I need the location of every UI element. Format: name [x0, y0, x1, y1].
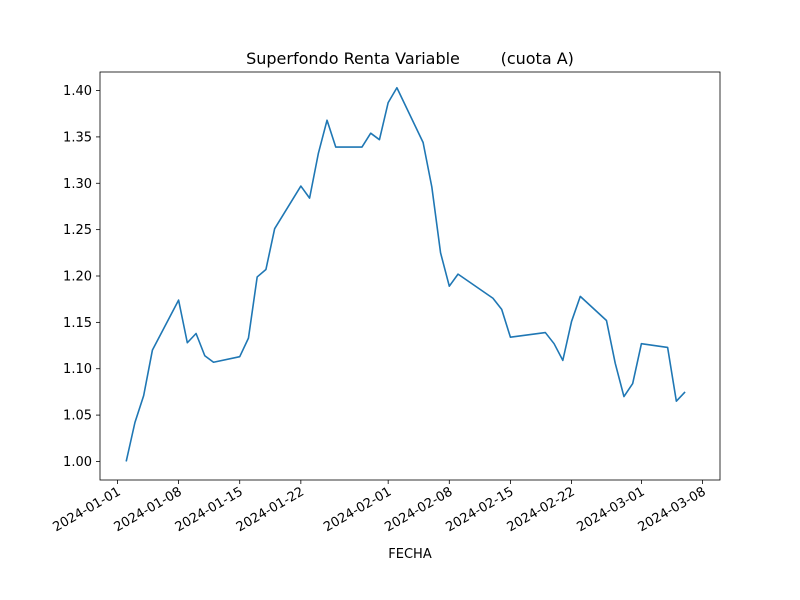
x-tick-label: 2024-01-22	[234, 484, 307, 535]
x-tick-label: 2024-02-15	[443, 484, 516, 535]
y-tick-label: 1.00	[63, 455, 92, 470]
plot-area: 1.00 1.05 1.10 1.15 1.20 1.25 1.30 1.35 1.40 2024…	[51, 71, 721, 535]
x-axis-label: FECHA	[388, 547, 432, 562]
x-tick-label: 2024-01-08	[112, 484, 185, 535]
y-tick-label: 1.10	[63, 362, 92, 377]
series-line-0	[125, 86, 686, 462]
y-tick-label: 1.25	[63, 223, 92, 238]
axes-frame	[99, 71, 721, 481]
x-tick-label: 2024-01-15	[173, 484, 246, 535]
x-tick-label: 2024-02-01	[321, 484, 394, 535]
y-tick-label: 1.20	[63, 270, 92, 285]
x-tick-label: 2024-01-01	[51, 484, 124, 535]
chart-title: Superfondo Renta Variable (cuota A)	[246, 49, 574, 68]
y-tick-label: 1.05	[63, 409, 92, 424]
y-tick-label: 1.30	[63, 177, 92, 192]
y-tick-label: 1.35	[63, 130, 92, 145]
x-tick-label: 2024-02-08	[382, 484, 455, 535]
x-tick-label: 2024-03-08	[636, 484, 709, 535]
x-tick-label: 2024-03-01	[574, 484, 647, 535]
y-tick-label: 1.15	[63, 316, 92, 331]
y-tick-label: 1.40	[63, 84, 92, 99]
x-tick-label: 2024-02-22	[505, 484, 578, 535]
